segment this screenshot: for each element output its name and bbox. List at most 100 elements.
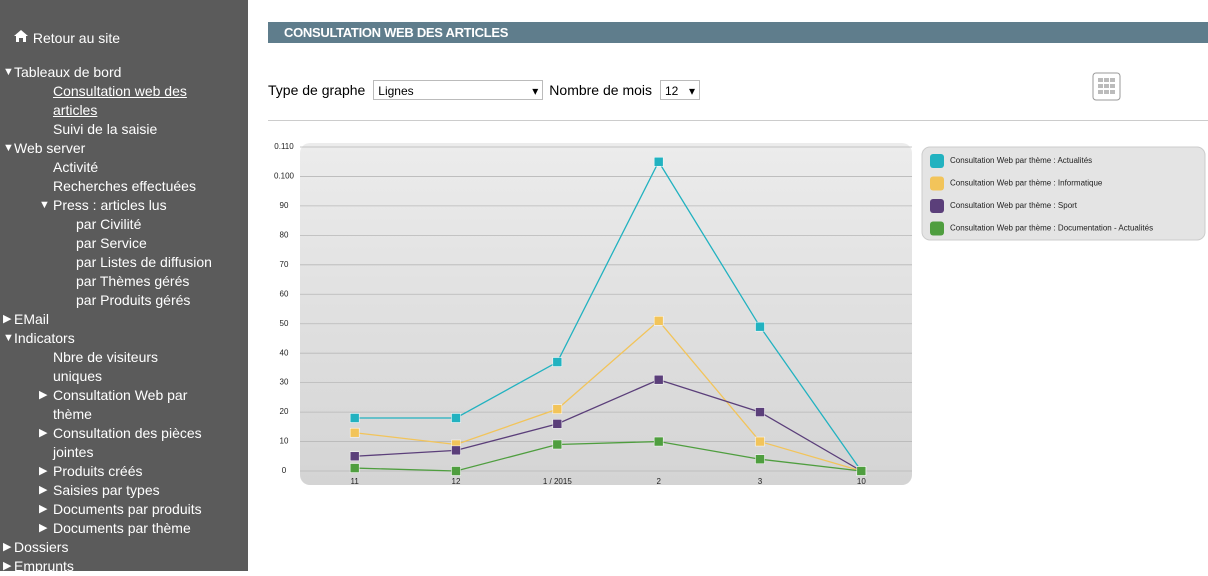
y-tick-label: 80 [280,230,289,239]
point-marker [451,445,461,456]
nav-item[interactable]: ▶ Consultation Web par thème [39,387,188,422]
text: Documents par produits [53,501,202,517]
legend-swatch [930,199,944,213]
point-marker [349,427,360,438]
legend-swatch [930,154,944,168]
nav-item[interactable]: ▼ Web server [3,140,86,156]
nav-item[interactable]: ▶ Saisies par types [39,482,160,498]
point-marker [653,436,664,447]
legend-box [921,146,1206,241]
nav-item[interactable]: ▼ Indicators [3,330,75,346]
nav-item[interactable]: Consultation web des articles [53,83,187,118]
legend-swatch [930,176,944,191]
x-tick-label: 11 [351,477,360,486]
text: Consultation Web par thème [53,387,188,422]
y-tick-label: 0.110 [274,142,294,151]
text: Emprunts [14,558,74,574]
y-tick-label: 60 [280,289,289,298]
nav-item[interactable]: ▶ Produits créés [39,463,143,479]
point-marker [349,451,360,462]
grid-view-icon[interactable] [1092,72,1122,102]
point-marker [755,454,765,464]
graph-type-select[interactable]: Lignes [373,80,544,101]
y-tick-label: 90 [280,201,289,210]
point-marker [653,316,664,326]
nav-item[interactable]: Recherches effectuées [53,178,196,194]
nav-item[interactable]: par Thèmes gérés [76,273,190,289]
nav-item[interactable]: Nbre de visiteurs uniques [53,349,159,384]
point-marker [755,321,765,332]
months-select[interactable]: 12 [660,80,700,101]
home-link[interactable]: Retour au site [13,29,120,46]
y-tick-label: 40 [280,348,289,357]
x-tick-label: 1 / 2015 [543,477,572,486]
home-icon [14,30,28,42]
text: Saisies par types [53,482,160,498]
legend-label: Consultation Web par thème : Actualités [950,156,1092,165]
divider [268,120,1208,121]
point-marker [552,419,563,429]
legend-swatch [930,221,944,236]
point-marker [755,407,765,417]
y-tick-label: 70 [280,260,289,269]
y-tick-label: 0.100 [274,172,295,181]
point-marker [653,156,664,167]
text: Dossiers [14,539,69,555]
series-line [354,440,862,472]
nav-item[interactable]: ▶ Dossiers [3,539,69,555]
text: Tableaux de bord [14,64,122,80]
nav-item[interactable]: ▶ EMail [3,311,50,327]
nav-item[interactable]: ▶ Emprunts [3,558,74,574]
x-tick-label: 2 [656,477,661,486]
nav-item[interactable]: ▼ Tableaux de bord [3,64,122,80]
point-marker [856,466,867,476]
nav-item[interactable]: ▼ Press : articles lus [39,197,167,213]
text: Produits créés [53,463,143,479]
text: Consultation des pièces jointes [53,425,202,460]
y-tick-label: 50 [280,319,289,328]
point-marker [552,404,563,414]
x-tick-label: 12 [452,477,461,486]
legend-label: Consultation Web par thème : Informatiqu… [950,179,1103,188]
text: Press : articles lus [53,197,167,213]
y-tick-label: 10 [280,437,289,446]
x-tick-label: 10 [857,477,866,486]
nav-item[interactable]: Activité [53,159,99,175]
text: Web server [14,140,86,156]
graph-type-label: Type de graphe [268,82,366,98]
series-line [354,160,862,472]
controls: Type de graphe Lignes Nombre de mois 12 [268,80,706,101]
nav-item[interactable]: ▶ Consultation des pièces jointes [39,425,202,460]
point-marker [451,413,461,423]
text: EMail [14,311,50,327]
legend-label: Consultation Web par thème : Documentati… [950,224,1153,233]
point-marker [451,466,461,476]
series-line [354,319,862,472]
nav-item[interactable]: ▶ Documents par produits [39,501,202,517]
months-label: Nombre de mois [549,82,652,98]
y-tick-label: 20 [280,407,289,416]
point-marker [349,463,360,473]
y-tick-label: 0 [282,466,287,475]
point-marker [552,439,563,450]
point-marker [349,413,360,423]
nav-item[interactable]: par Produits gérés [76,292,191,308]
y-tick-label: 30 [280,378,289,387]
nav-item[interactable]: par Service [76,235,147,251]
nav-item[interactable]: par Listes de diffusion [76,254,212,270]
x-tick-label: 3 [758,477,763,486]
sidebar: Retour au site ▼ Tableaux de bord Consult… [0,0,248,574]
point-marker [653,374,664,385]
nav-item[interactable]: par Civilité [76,216,142,232]
text: Indicators [14,330,75,346]
text: Documents par thème [53,520,191,536]
nav-item[interactable]: Suivi de la saisie [53,121,158,137]
plot-area [300,143,912,485]
nav-item[interactable]: ▶ Documents par thème [39,520,191,536]
series-line [354,378,862,472]
header-title: CONSULTATION WEB DES ARTICLES [268,22,1208,43]
point-marker [755,436,765,447]
legend-label: Consultation Web par thème : Sport [950,201,1078,210]
